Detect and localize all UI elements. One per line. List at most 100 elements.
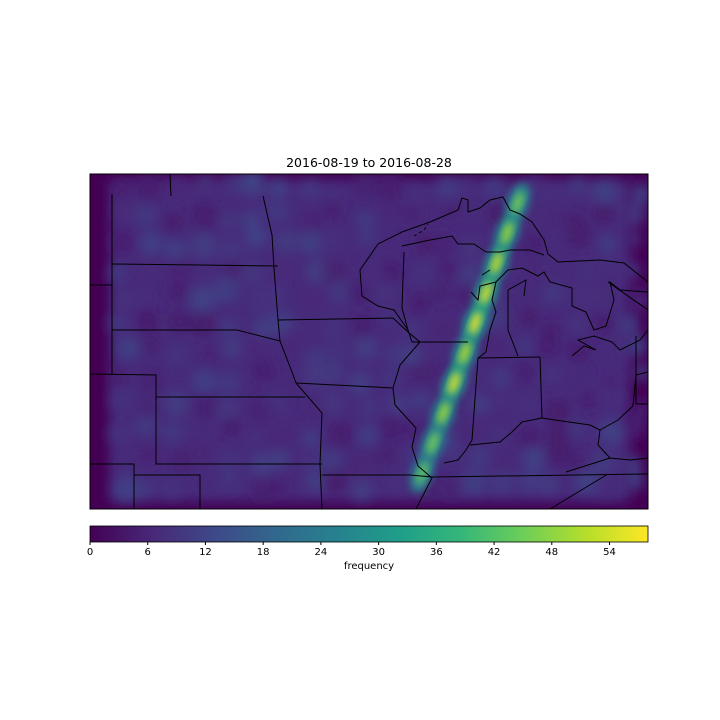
heatmap-cell — [616, 313, 640, 337]
heatmap-cell — [348, 283, 368, 304]
heatmap-cell — [112, 180, 132, 200]
map-title: 2016-08-19 to 2016-08-28 — [286, 155, 452, 170]
heatmap-cell — [385, 343, 408, 366]
heatmap-cell — [302, 456, 319, 474]
heatmap-cell — [375, 444, 397, 466]
heatmap-cell — [323, 341, 348, 366]
heatmap-cell — [518, 468, 543, 493]
heatmap-cell — [108, 265, 125, 282]
heatmap-cell — [165, 175, 190, 200]
heatmap-cell — [574, 469, 599, 494]
heatmap-cell — [189, 287, 215, 312]
heatmap-cell — [114, 290, 132, 308]
heatmap-cell — [138, 368, 163, 393]
heatmap-cell — [546, 439, 572, 466]
heatmap-cell — [242, 334, 269, 361]
heatmap-cell — [268, 286, 286, 303]
heatmap-cell — [348, 452, 374, 479]
heatmap-cell — [324, 186, 343, 205]
heatmap-cell — [577, 263, 594, 280]
heatmap-cell — [328, 422, 354, 447]
heatmap-cell — [109, 229, 135, 255]
heatmap-cell — [542, 183, 564, 204]
heatmap-cell — [190, 233, 216, 259]
heatmap-cell — [377, 174, 403, 200]
heatmap-cell — [436, 341, 455, 359]
heatmap-cell — [274, 229, 299, 254]
border-tx-panhandle — [134, 474, 201, 509]
heatmap-cell — [116, 336, 140, 360]
heatmap-cell — [302, 430, 320, 448]
heatmap-cell — [221, 174, 243, 195]
heatmap-cell — [192, 369, 216, 394]
heatmap-cell — [352, 315, 374, 337]
heatmap-cell — [353, 174, 378, 199]
border-mi-east — [507, 290, 519, 357]
border-lake-superior — [377, 196, 648, 283]
heatmap-cell — [461, 471, 485, 495]
heatmap-cell — [321, 390, 345, 414]
heatmap-cell — [239, 174, 266, 196]
heatmap-cell — [306, 348, 325, 367]
heatmap-cell — [381, 199, 403, 221]
heatmap-cell — [138, 445, 159, 466]
heatmap-cell — [429, 233, 454, 257]
colorbar — [89, 525, 649, 545]
heatmap-cell — [139, 231, 163, 255]
heatmap-cell — [247, 399, 272, 423]
heatmap-cell — [410, 361, 435, 386]
heatmap-cell — [301, 209, 326, 234]
heatmap-cell — [222, 417, 241, 437]
border-mo-ar — [322, 474, 433, 478]
heatmap-cell — [356, 211, 375, 230]
heatmap-cell — [280, 334, 300, 354]
hotspot-segment — [469, 311, 481, 335]
heatmap-cell — [382, 260, 403, 281]
border-oh — [539, 356, 591, 426]
border-ne-ks — [90, 373, 305, 398]
heatmap-cell — [109, 388, 133, 411]
heatmap-cell — [323, 259, 347, 283]
heatmap-cell — [544, 366, 561, 383]
border-ohio-river — [469, 417, 543, 446]
heatmap-cell — [135, 176, 161, 202]
heatmap-cell — [544, 284, 563, 303]
heatmap-cell — [222, 338, 243, 358]
heatmap-cell — [300, 282, 326, 308]
colorbar-tick-label: 0 — [86, 547, 94, 558]
heatmap-cell — [347, 370, 372, 395]
border-mi-thumb — [507, 279, 527, 297]
border-island — [481, 269, 491, 276]
heatmap-cell — [244, 429, 263, 448]
heatmap-cell — [547, 422, 570, 445]
heatmap-cell — [168, 258, 191, 282]
heatmap-cell — [190, 419, 209, 438]
heatmap-cell — [547, 208, 567, 228]
heatmap-cell — [625, 471, 645, 491]
heatmap-cell — [598, 419, 624, 445]
border-wi-mn — [359, 243, 409, 331]
heatmap-cell — [436, 176, 459, 199]
hotspot-segment — [448, 371, 460, 395]
heatmap-cell — [306, 473, 325, 492]
heatmap-cell — [442, 443, 461, 462]
heatmap-cell — [113, 476, 140, 503]
heatmap-cell — [190, 312, 215, 337]
heatmap-cell — [318, 228, 345, 255]
state-borders — [90, 174, 648, 509]
heatmap-cell — [351, 479, 373, 502]
heatmap-cell — [299, 230, 323, 254]
colorbar-tick-label: 42 — [487, 547, 501, 558]
heatmap-cell — [594, 474, 619, 499]
heatmap-cell — [458, 263, 484, 289]
heatmap-cell — [242, 210, 262, 230]
heatmap-cell — [265, 199, 289, 223]
frequency-hotspot-band — [409, 182, 531, 494]
heatmap-cell — [160, 476, 182, 498]
border-ky-va — [565, 457, 611, 473]
heatmap-cell — [195, 396, 219, 420]
heatmap-cell — [406, 185, 425, 204]
heatmap-cell — [459, 176, 477, 194]
border-sd-ne — [112, 329, 281, 342]
